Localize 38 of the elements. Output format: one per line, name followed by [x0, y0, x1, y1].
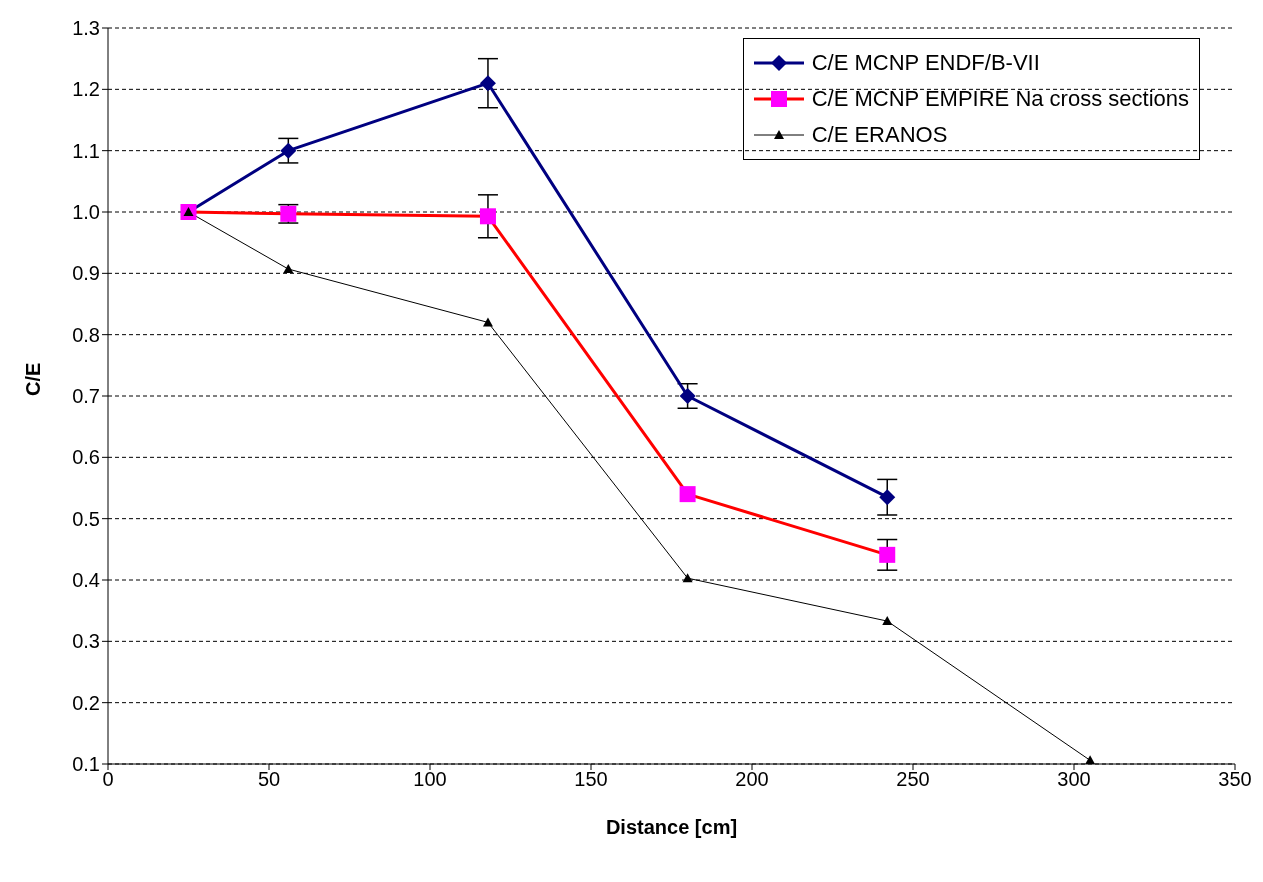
point — [482, 317, 493, 327]
legend-label: C/E MCNP ENDF/B-VII — [811, 50, 1040, 76]
legend-label: C/E ERANOS — [811, 122, 948, 148]
point — [479, 75, 496, 92]
point — [879, 546, 896, 563]
point — [479, 208, 496, 225]
x-tick-label: 250 — [896, 768, 930, 791]
y-tick-label: 0.6 — [72, 446, 100, 469]
y-tick-label: 0.1 — [72, 753, 100, 776]
y-axis-title: C/E — [22, 362, 45, 396]
y-tick-label: 0.9 — [72, 262, 100, 285]
point — [280, 142, 297, 159]
point — [882, 616, 893, 626]
y-tick-label: 1.0 — [72, 201, 100, 224]
point — [682, 573, 693, 583]
x-tick-label: 50 — [257, 768, 281, 791]
x-tick-label: 200 — [735, 768, 769, 791]
point — [283, 264, 294, 274]
x-tick-label: 300 — [1057, 768, 1091, 791]
x-tick-label: 100 — [413, 768, 447, 791]
legend-label: C/E MCNP EMPIRE Na cross sections — [811, 86, 1189, 112]
point — [1085, 755, 1096, 764]
y-tick-label: 0.7 — [72, 385, 100, 408]
y-tick-label: 0.2 — [72, 691, 100, 714]
x-tick-label: 0 — [102, 768, 114, 791]
y-tick-label: 1.1 — [72, 139, 100, 162]
point — [679, 486, 696, 503]
y-tick-label: 0.8 — [72, 323, 100, 346]
x-tick-label: 150 — [574, 768, 608, 791]
y-tick-label: 0.4 — [72, 569, 100, 592]
x-axis-title: Distance [cm] — [605, 816, 738, 838]
y-tick-label: 1.3 — [72, 17, 100, 40]
x-tick-label: 350 — [1218, 768, 1252, 791]
y-tick-label: 1.2 — [72, 78, 100, 101]
point — [679, 388, 696, 404]
y-tick-label: 0.5 — [72, 507, 100, 530]
y-tick-label: 0.3 — [72, 630, 100, 653]
point — [879, 489, 896, 506]
